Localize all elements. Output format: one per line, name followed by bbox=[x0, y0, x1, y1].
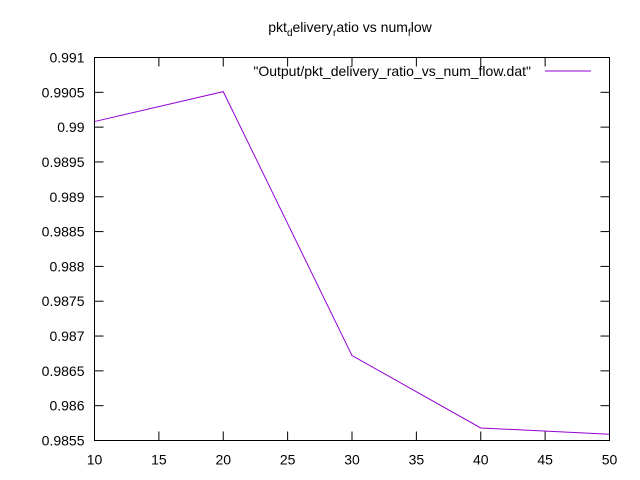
y-tick-label: 0.99 bbox=[57, 119, 84, 135]
x-tick-label: 25 bbox=[280, 452, 296, 468]
x-tick-label: 10 bbox=[87, 452, 103, 468]
x-tick-label: 45 bbox=[537, 452, 553, 468]
series-line bbox=[94, 91, 610, 435]
title-part: low bbox=[411, 19, 433, 35]
y-tick-label: 0.9865 bbox=[42, 363, 85, 379]
title-subscript: r bbox=[333, 28, 337, 39]
y-tick-label: 0.9905 bbox=[42, 84, 85, 100]
x-tick-label: 40 bbox=[473, 452, 489, 468]
y-axis-ticks: 0.9855 0.986 0.9865 0.987 0.9875 0.988 0.9885 0… bbox=[42, 50, 610, 449]
y-tick-label: 0.9855 bbox=[42, 433, 85, 449]
x-tick-label: 20 bbox=[215, 452, 231, 468]
y-tick-label: 0.987 bbox=[49, 328, 84, 344]
legend: "Output/pkt_delivery_ratio_vs_num_flow.d… bbox=[253, 63, 591, 79]
y-tick-label: 0.9885 bbox=[42, 224, 85, 240]
y-tick-label: 0.9895 bbox=[42, 154, 85, 170]
legend-label: "Output/pkt_delivery_ratio_vs_num_flow.d… bbox=[253, 63, 531, 79]
title-part: pkt bbox=[268, 19, 287, 35]
x-tick-label: 50 bbox=[602, 452, 618, 468]
x-tick-label: 30 bbox=[344, 452, 360, 468]
y-tick-label: 0.9875 bbox=[42, 293, 85, 309]
title-part: elivery bbox=[293, 19, 333, 35]
y-tick-label: 0.989 bbox=[49, 189, 84, 205]
x-tick-label: 15 bbox=[151, 452, 167, 468]
plot-frame bbox=[94, 57, 610, 441]
y-tick-label: 0.986 bbox=[49, 398, 84, 414]
x-tick-label: 35 bbox=[409, 452, 425, 468]
title-subscript: d bbox=[287, 28, 293, 39]
chart-title: pktdeliveryratio vs numflow bbox=[268, 19, 432, 39]
title-subscript: f bbox=[408, 28, 411, 39]
title-part: atio vs num bbox=[336, 19, 408, 35]
y-tick-label: 0.991 bbox=[49, 50, 84, 66]
series-layer bbox=[94, 91, 610, 435]
y-tick-label: 0.988 bbox=[49, 258, 84, 274]
x-axis-ticks: 10 15 20 25 30 35 40 45 50 bbox=[87, 57, 618, 468]
